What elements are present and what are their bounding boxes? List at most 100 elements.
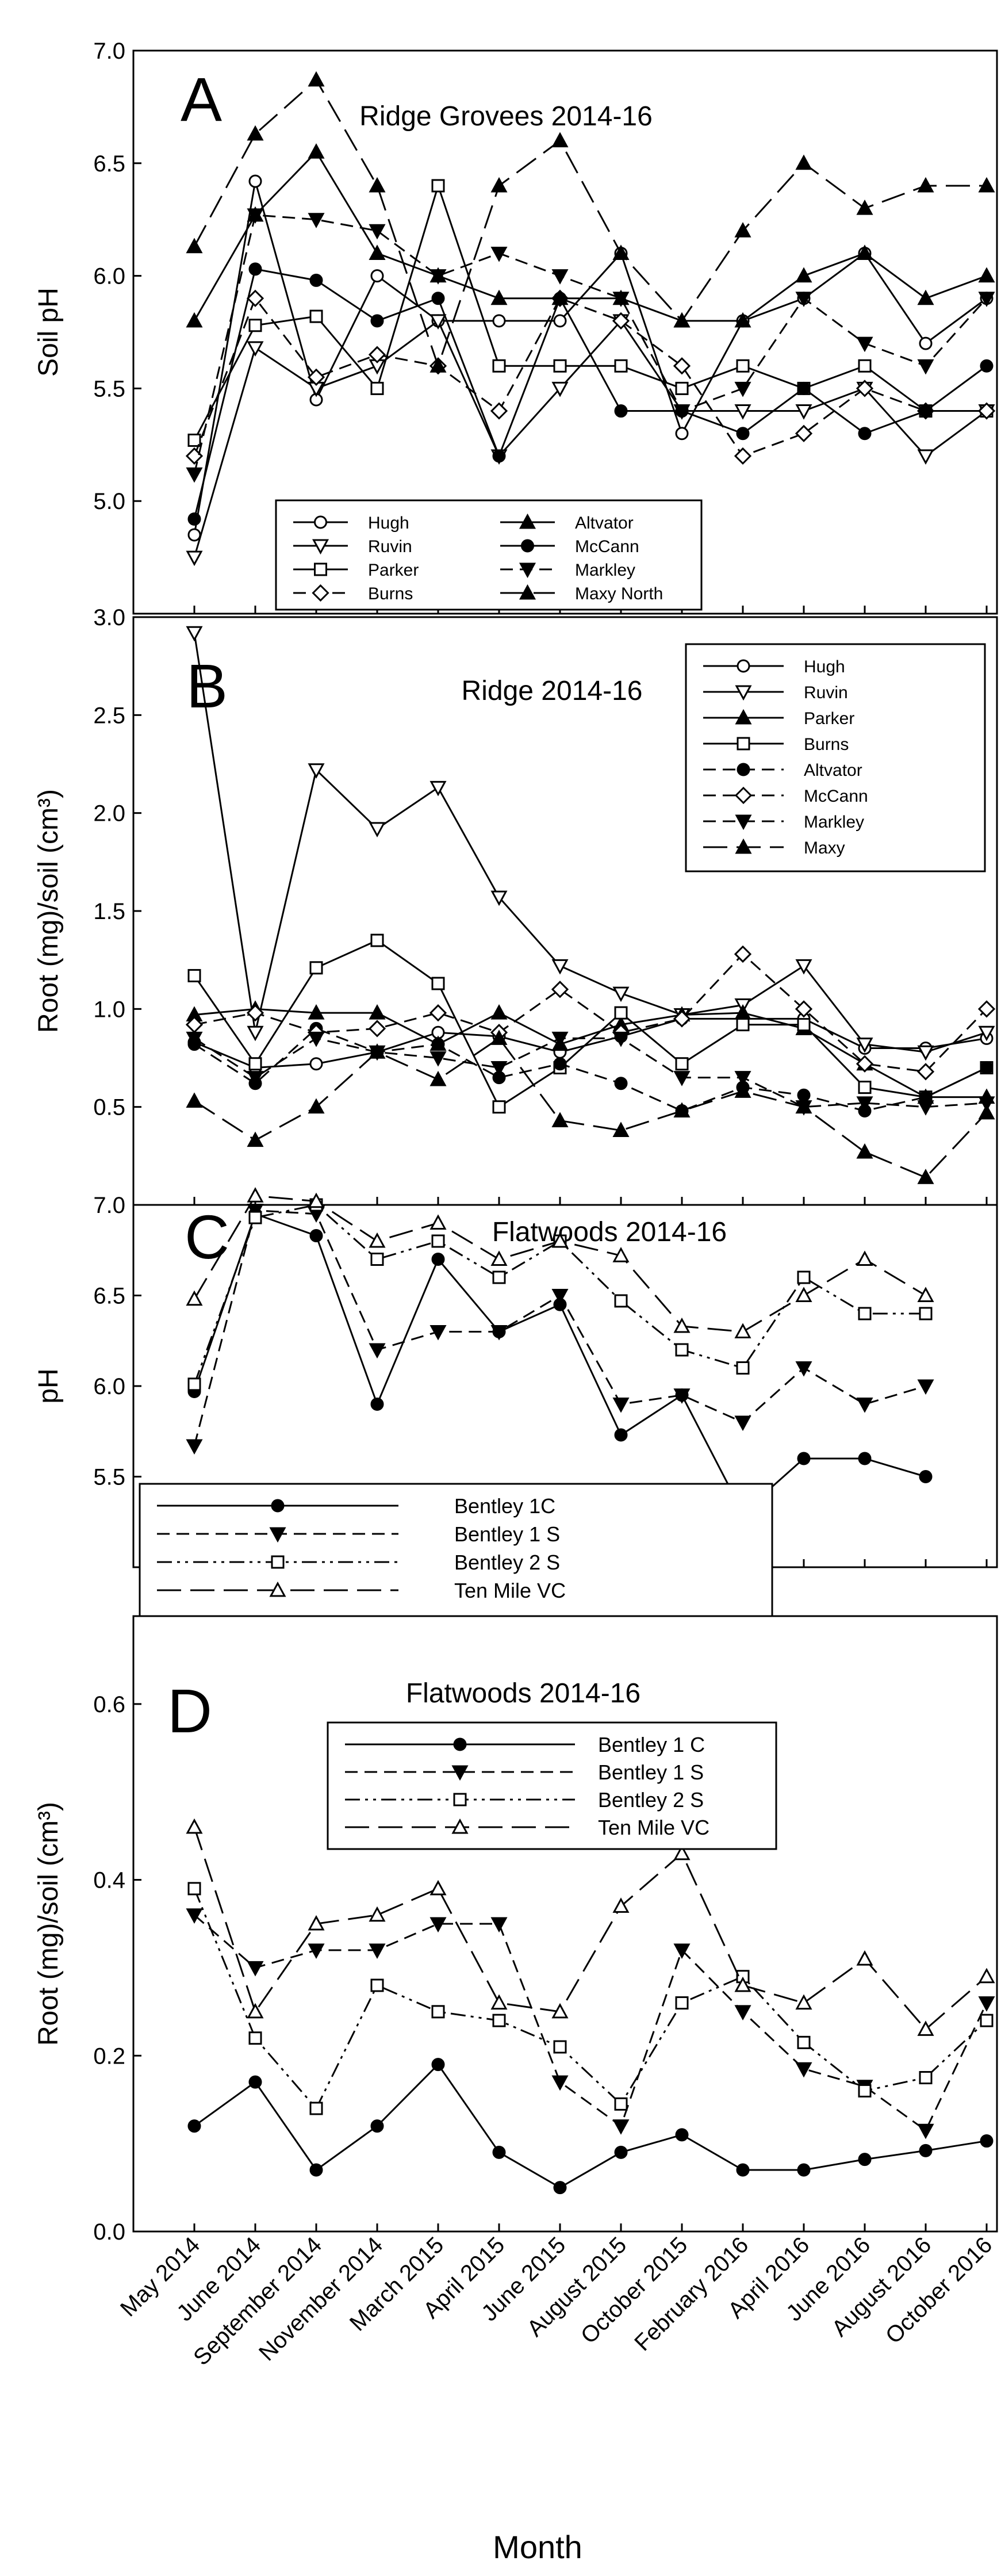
data-point — [551, 2003, 569, 2019]
data-point — [917, 1045, 934, 1061]
legend-item: Bentley 1 S — [157, 1522, 560, 1546]
legend-item: Maxy North — [500, 584, 663, 603]
data-point — [856, 244, 873, 260]
data-point — [978, 1996, 995, 2012]
data-point — [429, 1070, 447, 1086]
data-point — [673, 357, 691, 375]
legend-item: Ruvin — [703, 683, 848, 702]
legend-label: Parker — [368, 561, 419, 580]
data-point — [797, 2163, 811, 2177]
data-point — [614, 1006, 628, 1020]
data-point — [490, 402, 508, 420]
legend-item: Bentley 2 S — [345, 1788, 704, 1812]
data-point — [795, 1000, 813, 1018]
data-point — [736, 1361, 750, 1375]
legend-label: Ruvin — [804, 683, 848, 702]
legend-marker — [734, 786, 753, 805]
legend-marker — [519, 562, 536, 579]
data-point — [675, 1343, 689, 1357]
data-point — [795, 1361, 812, 1377]
data-point — [309, 2163, 323, 2177]
data-point — [431, 1234, 445, 1248]
data-point — [248, 174, 262, 188]
data-point — [856, 1038, 873, 1053]
data-point — [429, 1880, 447, 1896]
data-point — [309, 1229, 323, 1243]
data-point — [917, 1287, 934, 1302]
data-point — [308, 1943, 325, 1959]
data-point — [673, 312, 691, 328]
legend-item: Parker — [703, 709, 854, 728]
y-axis-label: pH — [33, 1368, 64, 1403]
data-point — [919, 1470, 933, 1483]
data-point — [370, 1978, 384, 1992]
series-line — [193, 268, 987, 519]
data-point — [187, 1377, 201, 1391]
series-line — [193, 150, 987, 322]
legend-label: Burns — [804, 735, 849, 754]
data-point — [553, 2181, 567, 2195]
data-point — [917, 2123, 934, 2139]
legend-label: Hugh — [804, 657, 845, 676]
data-point — [369, 1906, 386, 1922]
series-line — [194, 1037, 987, 1108]
data-point — [368, 1020, 386, 1038]
data-point — [369, 177, 386, 193]
legend-item: Hugh — [293, 514, 409, 533]
data-point — [612, 312, 630, 330]
data-point — [186, 1031, 203, 1047]
legend: Bentley 1C Bentley 1 S Bentley 2 S Ten Mile… — [139, 1483, 773, 1617]
data-point — [612, 1031, 630, 1047]
y-axis-label: Root (mg)/soil (cm³) — [33, 789, 64, 1033]
data-point — [858, 2153, 872, 2167]
data-point — [551, 1031, 569, 1047]
legend-label: Bentley 2 S — [598, 1788, 704, 1812]
series-line — [193, 939, 987, 1108]
series-line — [193, 214, 988, 474]
data-point — [734, 381, 751, 397]
legend-item: Bentley 1 S — [345, 1760, 704, 1784]
legend-marker — [737, 659, 750, 673]
legend-marker — [453, 1793, 467, 1806]
data-point — [370, 2119, 384, 2133]
data-point — [429, 1214, 447, 1230]
data-point — [248, 2075, 262, 2089]
legend-marker — [737, 737, 750, 751]
data-point — [797, 1018, 811, 1032]
data-point — [612, 292, 630, 307]
data-point — [492, 359, 506, 373]
data-point — [370, 1253, 384, 1266]
data-point — [247, 2003, 264, 2019]
data-point — [369, 1343, 386, 1359]
data-point — [248, 319, 262, 332]
legend-label: McCann — [804, 787, 868, 806]
data-point — [551, 2075, 569, 2091]
data-point — [492, 2145, 506, 2159]
panel-letter: D — [167, 1676, 212, 1746]
data-point — [429, 1004, 447, 1022]
data-point — [917, 1379, 934, 1395]
series-bentley-1-s — [186, 1908, 995, 2139]
data-point — [187, 433, 201, 447]
data-point — [734, 447, 752, 465]
data-point — [247, 125, 264, 141]
data-point — [551, 959, 569, 975]
legend-marker — [735, 685, 752, 701]
data-point — [977, 402, 996, 420]
legend-item: Burns — [293, 584, 413, 603]
data-point — [734, 2005, 751, 2020]
legend-label: Bentley 1C — [454, 1494, 555, 1518]
y-tick-label: 0.6 — [93, 1692, 125, 1717]
data-point — [917, 359, 934, 375]
y-tick-label: 1.5 — [93, 899, 125, 924]
data-point — [490, 1061, 508, 1077]
data-point — [186, 312, 203, 328]
data-point — [553, 314, 567, 328]
data-point — [795, 424, 813, 442]
data-point — [978, 1025, 995, 1042]
data-point — [612, 1897, 630, 1913]
data-point — [369, 1232, 386, 1248]
data-point — [856, 1950, 873, 1966]
y-tick-label: 0.2 — [93, 2043, 125, 2069]
y-tick-label: 7.0 — [93, 39, 125, 64]
